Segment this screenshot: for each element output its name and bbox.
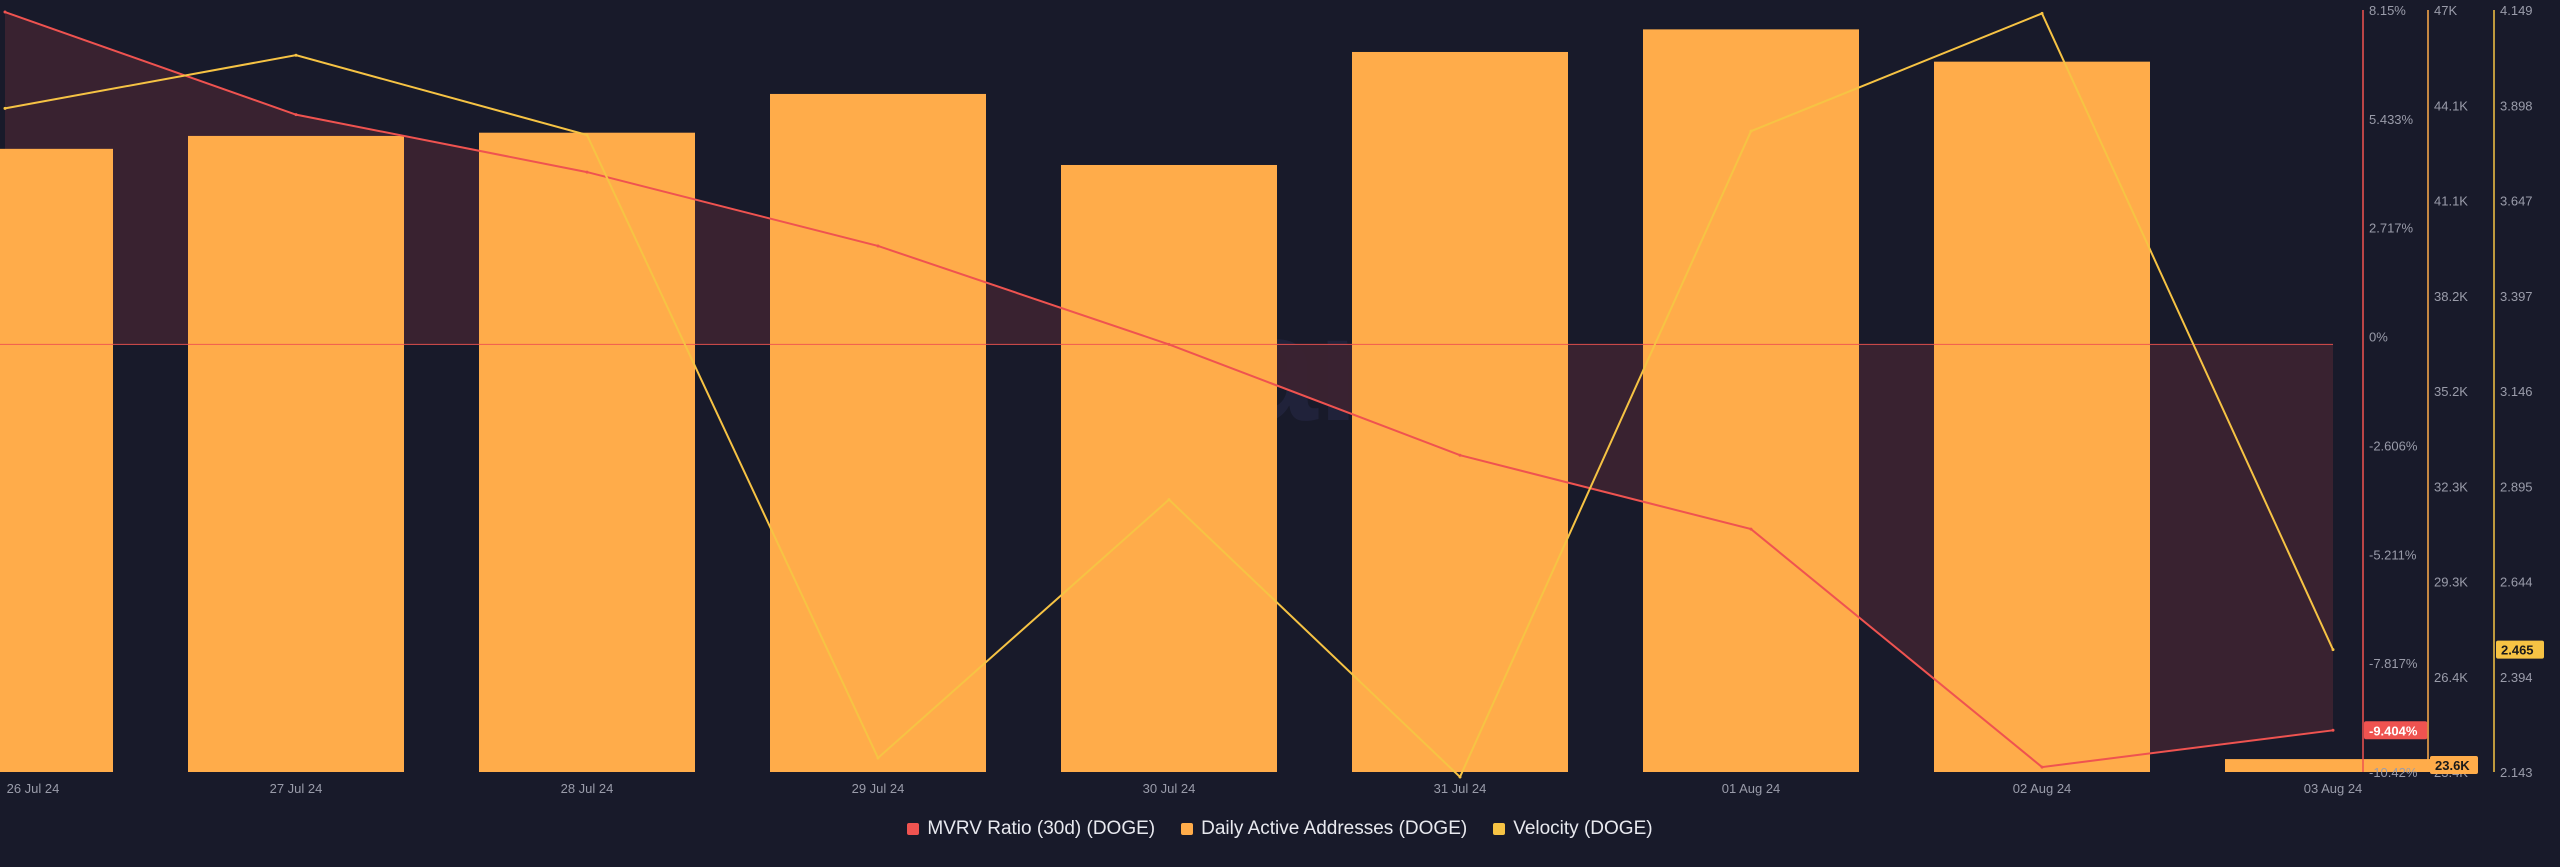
x-tick-label-1: 27 Jul 24 xyxy=(270,781,323,796)
daa-tick-label-6: 29.3K xyxy=(2434,575,2468,590)
x-tick-label-8: 03 Aug 24 xyxy=(2304,781,2363,796)
velocity-point-7 xyxy=(2040,11,2044,15)
legend-label-velocity: Velocity (DOGE) xyxy=(1513,818,1653,839)
daa-tick-label-2: 41.1K xyxy=(2434,194,2468,209)
mvrv-point-2 xyxy=(585,170,589,174)
velocity-tick-label-1: 3.898 xyxy=(2500,98,2533,113)
mvrv-last-value-badge: -9.404% xyxy=(2369,723,2418,738)
velocity-tick-label-2: 3.647 xyxy=(2500,194,2533,209)
velocity-point-5 xyxy=(1458,775,1462,779)
velocity-point-1 xyxy=(294,53,298,57)
daa-bar-4 xyxy=(1061,164,1277,773)
velocity-point-8 xyxy=(2331,648,2335,652)
velocity-point-6 xyxy=(1749,129,1753,133)
mvrv-tick-label-1: 5.433% xyxy=(2369,112,2414,127)
daa-bar-3 xyxy=(770,93,986,772)
daa-tick-label-4: 35.2K xyxy=(2434,384,2468,399)
velocity-tick-label-5: 2.895 xyxy=(2500,479,2533,494)
daa-tick-label-1: 44.1K xyxy=(2434,98,2468,113)
legend-swatch-velocity xyxy=(1493,823,1506,835)
mvrv-tick-label-7: -10.42% xyxy=(2369,765,2418,780)
legend-item-daa[interactable]: Daily Active Addresses (DOGE) xyxy=(1181,818,1467,840)
daa-bar-7 xyxy=(1934,61,2150,773)
mvrv-point-4 xyxy=(1167,342,1171,346)
x-tick-label-4: 30 Jul 24 xyxy=(1143,781,1196,796)
daa-last-value-badge: 23.6K xyxy=(2435,758,2470,773)
daa-bar-8 xyxy=(2225,759,2441,772)
mvrv-point-3 xyxy=(876,244,880,248)
mvrv-tick-label-6: -7.817% xyxy=(2369,656,2418,671)
daa-last-value-badge-bg xyxy=(2430,756,2478,774)
daa-bar-0 xyxy=(0,148,113,772)
daa-bar-2 xyxy=(479,132,695,772)
mvrv-point-7 xyxy=(2040,765,2044,769)
velocity-tick-label-4: 3.146 xyxy=(2500,384,2533,399)
mvrv-tick-label-0: 8.15% xyxy=(2369,3,2406,18)
velocity-tick-label-3: 3.397 xyxy=(2500,289,2533,304)
velocity-point-4 xyxy=(1167,498,1171,502)
legend-label-daa: Daily Active Addresses (DOGE) xyxy=(1201,818,1468,839)
legend-item-mvrv[interactable]: MVRV Ratio (30d) (DOGE) xyxy=(907,818,1155,840)
x-tick-label-6: 01 Aug 24 xyxy=(1722,781,1781,796)
daa-tick-label-3: 38.2K xyxy=(2434,289,2468,304)
mvrv-point-5 xyxy=(1458,453,1462,457)
mvrv-tick-label-5: -5.211% xyxy=(2369,547,2417,562)
velocity-last-value-badge-bg xyxy=(2496,640,2544,659)
velocity-last-value-badge: 2.465 xyxy=(2501,643,2534,658)
mvrv-tick-label-4: -2.606% xyxy=(2369,438,2418,453)
x-tick-label-0: 26 Jul 24 xyxy=(7,781,60,796)
mvrv-tick-label-3: 0% xyxy=(2369,330,2388,345)
x-tick-label-3: 29 Jul 24 xyxy=(852,781,905,796)
daa-tick-label-0: 47K xyxy=(2434,3,2457,18)
velocity-point-3 xyxy=(876,756,880,760)
velocity-tick-label-0: 4.149 xyxy=(2500,3,2533,18)
velocity-tick-label-8: 2.143 xyxy=(2500,765,2533,780)
daa-bar-5 xyxy=(1352,51,1568,773)
mvrv-point-0 xyxy=(3,10,7,14)
x-tick-label-7: 02 Aug 24 xyxy=(2013,781,2072,796)
daa-tick-label-7: 26.4K xyxy=(2434,670,2468,685)
mvrv-point-6 xyxy=(1749,527,1753,531)
mvrv-last-value-badge-bg xyxy=(2364,721,2428,740)
daa-tick-label-5: 32.3K xyxy=(2434,479,2468,494)
mvrv-point-1 xyxy=(294,113,298,117)
velocity-tick-label-7: 2.394 xyxy=(2500,670,2533,685)
legend-item-velocity[interactable]: Velocity (DOGE) xyxy=(1493,818,1653,840)
mvrv-point-8 xyxy=(2331,728,2335,732)
velocity-point-0 xyxy=(3,106,7,110)
daa-bar-1 xyxy=(188,135,404,773)
legend-swatch-mvrv xyxy=(907,823,920,835)
daa-bar-6 xyxy=(1643,29,1859,773)
mvrv-tick-label-2: 2.717% xyxy=(2369,221,2414,236)
legend-swatch-daa xyxy=(1181,823,1194,835)
x-tick-label-2: 28 Jul 24 xyxy=(561,781,614,796)
legend: MVRV Ratio (30d) (DOGE) Daily Active Add… xyxy=(0,818,2560,840)
legend-label-mvrv: MVRV Ratio (30d) (DOGE) xyxy=(927,818,1156,839)
x-tick-label-5: 31 Jul 24 xyxy=(1434,781,1487,796)
velocity-point-2 xyxy=(585,133,589,137)
velocity-tick-label-6: 2.644 xyxy=(2500,575,2533,590)
